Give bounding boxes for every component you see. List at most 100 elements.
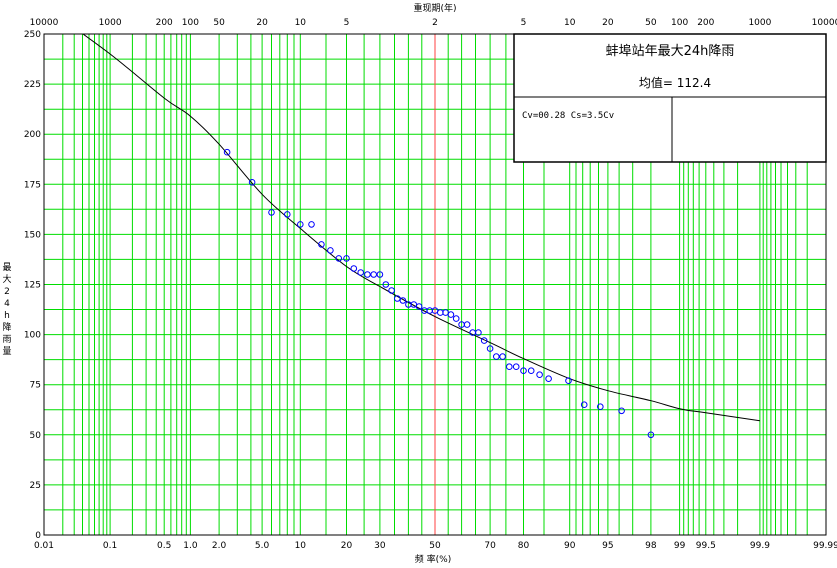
top-tick-label: 200 xyxy=(697,18,714,28)
y-tick-label: 225 xyxy=(24,80,41,90)
x-tick-label: 70 xyxy=(484,541,496,551)
x-tick-label: 0.5 xyxy=(157,541,171,551)
data-point xyxy=(647,431,655,439)
top-tick-label: 1000 xyxy=(748,18,771,28)
data-point xyxy=(357,269,365,276)
y-axis-title-char: 4 xyxy=(4,299,10,309)
top-tick-label: 200 xyxy=(156,18,173,28)
data-point xyxy=(520,367,527,375)
top-tick-label: 1000 xyxy=(99,18,122,28)
y-tick-label: 150 xyxy=(24,230,41,240)
top-tick-label: 50 xyxy=(645,18,657,28)
point-layer xyxy=(223,148,655,439)
y-axis-title-char: 降 xyxy=(2,321,11,333)
y-tick-label: 175 xyxy=(24,180,41,190)
top-tick-label: 10000 xyxy=(812,18,837,28)
top-tick-label: 20 xyxy=(602,18,614,28)
data-point xyxy=(268,209,275,216)
x-tick-label: 20 xyxy=(341,541,353,551)
x-axis-title: 频 率(%) xyxy=(415,553,451,565)
data-point xyxy=(343,255,350,262)
top-tick-label: 10000 xyxy=(30,18,59,28)
data-point xyxy=(415,303,423,310)
data-point xyxy=(463,321,471,328)
y-axis-title-char: 大 xyxy=(2,273,11,285)
data-point xyxy=(506,363,513,371)
y-tick-label: 75 xyxy=(30,381,41,391)
y-tick-label: 0 xyxy=(35,531,41,541)
data-point xyxy=(618,407,625,415)
y-axis-title-char: 雨 xyxy=(2,334,11,345)
info-box-frame xyxy=(513,33,827,163)
data-point xyxy=(223,148,231,156)
mean-value: 均值= 112.4 xyxy=(639,75,711,90)
data-point xyxy=(527,367,535,375)
x-tick-label: 0.01 xyxy=(34,541,54,551)
top-tick-label: 10 xyxy=(564,18,576,28)
x-tick-label: 99.99 xyxy=(813,541,837,551)
x-tick-label: 80 xyxy=(518,541,530,551)
y-axis-title-char: 2 xyxy=(4,287,10,297)
x-tick-label: 99 xyxy=(674,541,686,551)
data-point xyxy=(486,345,494,352)
data-point xyxy=(388,287,395,294)
data-point xyxy=(536,371,543,379)
top-tick-label: 5 xyxy=(344,18,350,28)
param-text: Cv=00.28 Cs=3.5Cv xyxy=(522,111,614,121)
data-point xyxy=(382,281,390,288)
data-point xyxy=(284,211,291,218)
data-point xyxy=(480,337,488,344)
data-point xyxy=(597,403,604,411)
y-axis-title-char: 量 xyxy=(2,346,11,357)
y-tick-label: 200 xyxy=(24,130,41,140)
x-tick-label: 30 xyxy=(374,541,386,551)
data-point xyxy=(318,241,325,248)
data-point xyxy=(399,297,407,304)
data-point xyxy=(447,311,455,318)
data-point xyxy=(248,179,256,186)
data-point xyxy=(308,221,315,228)
data-point xyxy=(452,315,460,322)
data-point xyxy=(475,329,482,336)
x-tick-label: 90 xyxy=(564,541,576,551)
y-tick-label: 50 xyxy=(30,431,42,441)
top-tick-label: 2 xyxy=(432,18,438,28)
top-tick-label: 50 xyxy=(213,18,225,28)
y-axis-title-char: h xyxy=(4,311,10,321)
x-tick-label: 99.9 xyxy=(750,541,770,551)
x-tick-label: 1.0 xyxy=(183,541,198,551)
top-axis-title: 重现期(年) xyxy=(413,2,456,14)
info-box: 蚌埠站年最大24h降雨 均值= 112.4 Cv=00.28 Cs=3.5Cv xyxy=(513,33,827,163)
data-point xyxy=(350,265,358,272)
x-tick-label: 0.1 xyxy=(103,541,117,551)
y-tick-label: 125 xyxy=(24,281,41,291)
data-point xyxy=(499,353,506,360)
data-point xyxy=(394,295,401,302)
data-point xyxy=(335,255,343,262)
top-tick-label: 20 xyxy=(256,18,268,28)
x-tick-label: 98 xyxy=(645,541,657,551)
y-tick-label: 25 xyxy=(30,481,41,491)
x-tick-label: 5.0 xyxy=(255,541,270,551)
data-point xyxy=(370,271,378,278)
top-tick-label: 5 xyxy=(521,18,527,28)
data-point xyxy=(545,375,552,383)
plot-frame xyxy=(43,33,827,536)
data-point xyxy=(512,363,520,371)
data-point xyxy=(565,377,572,385)
data-point xyxy=(327,247,334,254)
top-tick-label: 10 xyxy=(295,18,307,28)
data-point xyxy=(580,401,588,409)
data-point xyxy=(376,271,384,278)
x-tick-label: 99.5 xyxy=(696,541,716,551)
data-point xyxy=(493,353,500,360)
x-tick-label: 2.0 xyxy=(212,541,227,551)
top-tick-label: 100 xyxy=(182,18,199,28)
y-tick-label: 100 xyxy=(24,331,41,341)
data-point xyxy=(364,271,371,278)
x-tick-label: 10 xyxy=(295,541,307,551)
data-point xyxy=(297,221,304,228)
